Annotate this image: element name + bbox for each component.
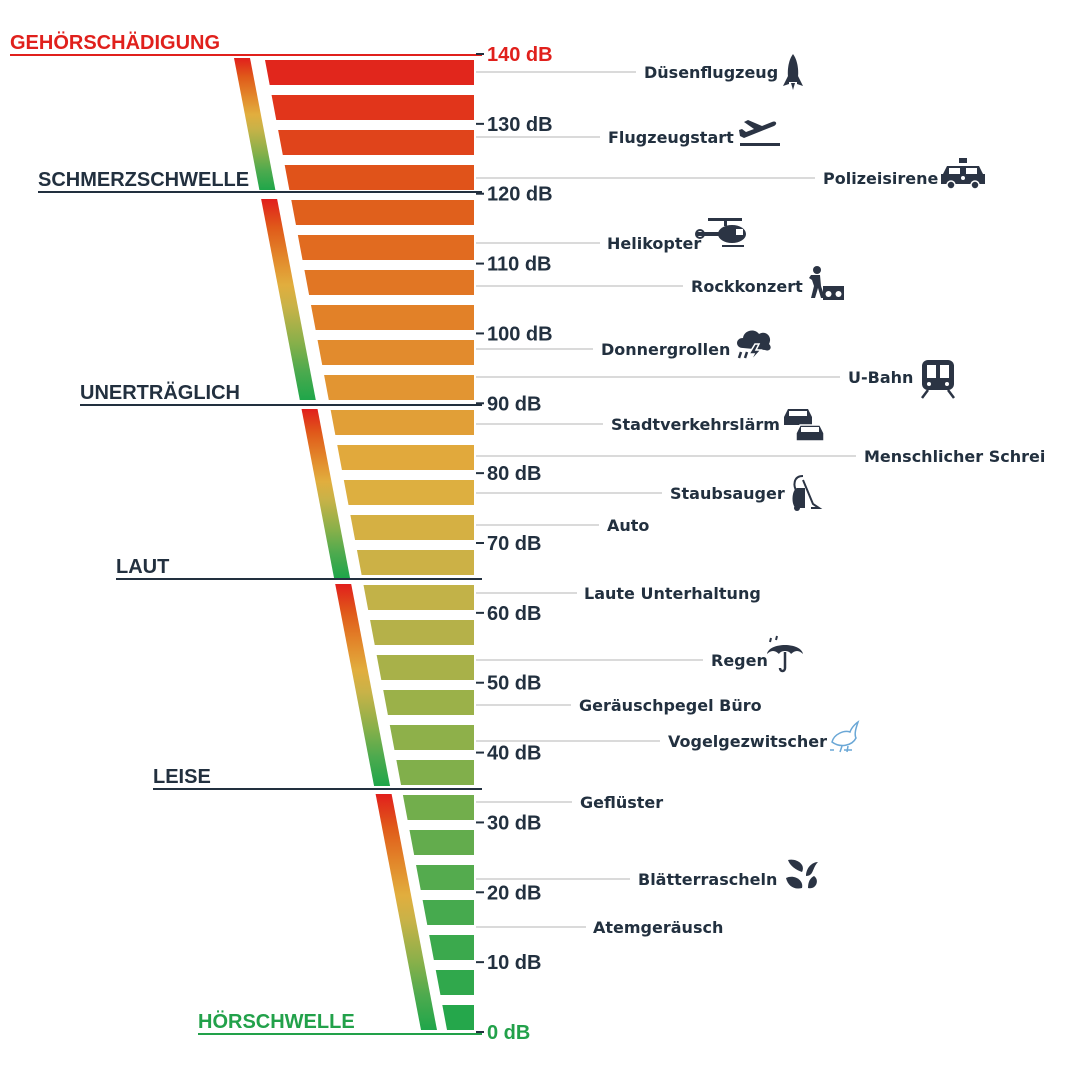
level-bar (396, 760, 474, 785)
zone-label: UNERTRÄGLICH (80, 381, 240, 404)
rock-concert-icon (809, 266, 844, 300)
source-label: Auto (607, 516, 649, 535)
tick-label: 130 dB (487, 114, 553, 136)
level-bar (383, 690, 474, 715)
tick-label: 50 dB (487, 673, 541, 695)
wedge-segment (335, 584, 391, 786)
level-bar (343, 480, 474, 505)
wedge-segment (375, 794, 437, 1030)
leader-lines-group (476, 71, 856, 928)
level-bar (310, 305, 474, 330)
source-label: U-Bahn (848, 368, 913, 387)
source-label: Laute Unterhaltung (584, 584, 761, 603)
level-bar (304, 270, 474, 295)
ticks-group: 140 dB 130 dB 120 dB 110 dB 100 dB 90 dB 80 dB… (476, 44, 553, 1044)
level-bar (284, 165, 474, 190)
level-bar (350, 515, 474, 540)
level-bar (435, 970, 474, 995)
umbrella-rain-icon (767, 635, 803, 673)
leaves-icon (786, 859, 818, 889)
level-bar (265, 60, 474, 85)
bars-group (265, 60, 474, 1030)
zone-label: GEHÖRSCHÄDIGUNG (10, 31, 220, 54)
tick-label: 10 dB (487, 952, 541, 974)
level-bar (422, 900, 474, 925)
wedge-segment (234, 58, 276, 190)
source-label: Donnergrollen (601, 340, 730, 359)
level-bar (416, 865, 474, 890)
level-bar (278, 130, 474, 155)
level-bar (376, 655, 474, 680)
thunderstorm-icon (737, 330, 771, 363)
source-label: Blätterrascheln (638, 870, 777, 889)
level-bar (337, 445, 474, 470)
level-bar (409, 830, 474, 855)
source-label: Staubsauger (670, 484, 785, 503)
source-label: Geflüster (580, 793, 663, 812)
source-label: Flugzeugstart (608, 128, 734, 147)
wedge-group (234, 58, 437, 1030)
level-bar (297, 235, 474, 260)
zone-label: SCHMERZSCHWELLE (38, 169, 249, 191)
rocket-icon (783, 54, 803, 90)
level-bar (271, 95, 474, 120)
zones-group: GEHÖRSCHÄDIGUNG SCHMERZSCHWELLE UNERTRÄGLI… (10, 31, 482, 1035)
traffic-cars-icon (784, 409, 825, 442)
level-bar (324, 375, 474, 400)
wedge-segment (261, 199, 316, 400)
level-bar (389, 725, 474, 750)
subway-train-icon (921, 360, 955, 399)
tick-label: 70 dB (487, 533, 541, 555)
source-label: Menschlicher Schrei (864, 447, 1045, 466)
level-bar (363, 585, 474, 610)
tick-label: 20 dB (487, 882, 541, 904)
sources-group: Düsenflugzeug Flugzeugstart Polizeisirene H… (579, 54, 1045, 937)
level-bar (291, 200, 474, 225)
tick-label: 90 dB (487, 393, 541, 415)
level-bar (429, 935, 474, 960)
tick-label: 0 dB (487, 1022, 530, 1044)
source-label: Regen (711, 651, 768, 670)
source-label: Helikopter (607, 234, 701, 253)
bird-icon (830, 720, 860, 753)
level-bar (442, 1005, 474, 1030)
level-bar (370, 620, 474, 645)
tick-label: 140 dB (487, 44, 553, 66)
plane-takeoff-icon (739, 120, 780, 146)
zone-label: LAUT (116, 556, 169, 578)
tick-label: 100 dB (487, 323, 553, 345)
source-label: Rockkonzert (691, 277, 803, 296)
source-label: Düsenflugzeug (644, 63, 778, 82)
level-bar (330, 410, 474, 435)
tick-label: 30 dB (487, 812, 541, 834)
tick-label: 80 dB (487, 463, 541, 485)
source-label: Stadtverkehrslärm (611, 415, 780, 434)
zone-label: LEISE (153, 766, 211, 788)
police-car-icon (941, 158, 985, 190)
vacuum-cleaner-icon (792, 475, 823, 511)
source-label: Polizeisirene (823, 169, 938, 188)
level-bar (356, 550, 474, 575)
tick-label: 60 dB (487, 603, 541, 625)
wedge-segment (301, 409, 351, 578)
source-label: Vogelgezwitscher (668, 732, 827, 751)
source-label: Geräuschpegel Büro (579, 696, 762, 715)
tick-label: 110 dB (487, 254, 551, 276)
source-label: Atemgeräusch (593, 918, 723, 937)
level-bar (402, 795, 474, 820)
helicopter-icon (695, 218, 746, 247)
tick-label: 40 dB (487, 743, 541, 765)
level-bar (317, 340, 474, 365)
zone-label: HÖRSCHWELLE (198, 1010, 355, 1033)
tick-label: 120 dB (487, 184, 553, 206)
